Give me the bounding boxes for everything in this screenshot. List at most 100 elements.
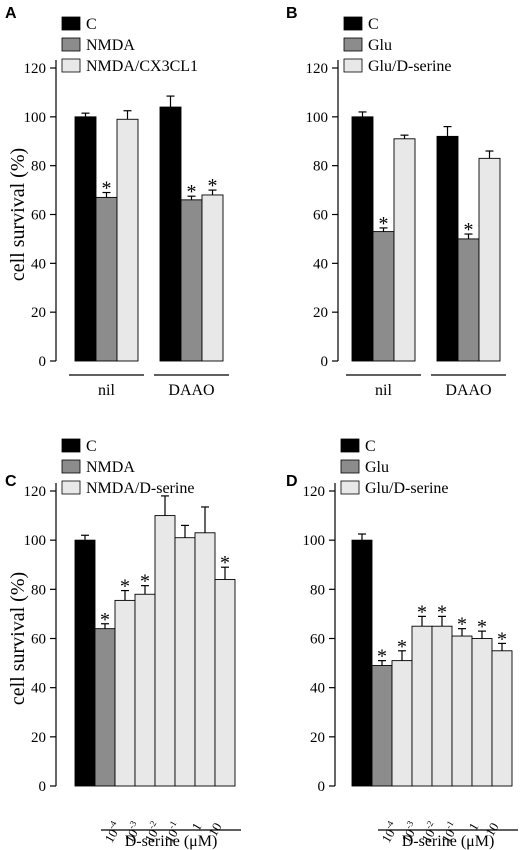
significance-star: * [208,175,218,197]
dose-base: 10 [482,820,501,839]
bar [201,194,224,362]
bar [371,665,393,787]
dose-tick-label: 10 [205,820,224,839]
bar [372,231,395,362]
bar [94,628,116,787]
dose-tick-label: 1 [188,820,204,833]
x-axis-title: D-serine (μM) [125,833,218,850]
legend-swatch [61,37,81,52]
legend-label: Glu [368,37,392,54]
legend-swatch [340,438,360,453]
significance-star: * [120,576,130,598]
dose-base: 10 [378,826,397,845]
legend-label: C [368,16,379,33]
x-axis-title-prefix: D-serine [402,833,457,850]
panel-d: D 0 20 40 60 80 100 120 C Glu Glu/D-serine * * * * * * * 1… [286,438,518,850]
dose-exponent: -2 [146,819,158,830]
panel-a: A 0 20 40 60 80 100 120 cell survival (%) C NMDA NM… [5,5,229,399]
bar [411,625,433,787]
dose-base: 10 [438,826,457,845]
bar [471,638,493,787]
y-tick-label: 0 [318,779,326,795]
group-label: DAAO [445,382,491,399]
dose-exponent: -1 [166,819,178,830]
dose-tick-label: 1 [465,820,481,833]
x-axis-title-unit: (μM) [461,833,494,850]
legend-label: NMDA [86,37,135,54]
panel-b: B 0 20 40 60 80 100 120 C Glu Glu/D-serine * nil * DAA… [286,5,506,399]
y-tick-label: 80 [31,159,46,175]
legend-swatch [343,58,363,73]
dose-tick-label: 10-1 [437,819,462,845]
legend-swatch [343,37,363,52]
significance-star: * [220,552,230,574]
x-axis-title-prefix: D-serine [125,833,180,850]
y-tick-label: 80 [310,582,325,598]
significance-star: * [464,219,474,241]
dose-base: 1 [465,820,481,833]
bar [180,199,203,362]
y-tick-label: 120 [24,61,47,77]
dose-base: 10 [161,826,180,845]
y-tick-label: 100 [303,533,326,549]
y-tick-label: 20 [31,305,46,321]
significance-star: * [457,614,467,636]
y-tick-label: 0 [39,779,47,795]
dose-exponent: -3 [403,819,416,831]
y-tick-label: 100 [306,110,329,126]
dose-exponent: -2 [423,819,435,830]
legend-label: C [86,16,97,33]
legend-label: NMDA/D-serine [86,480,194,497]
dose-base: 1 [188,820,204,833]
y-tick-label: 20 [31,730,46,746]
significance-star: * [497,628,507,650]
y-tick-label: 40 [31,681,46,697]
x-axis-title-unit: (μM) [184,833,217,850]
bar [491,650,513,787]
y-tick-label: 80 [31,582,46,598]
dose-base: 10 [141,826,160,845]
y-axis-title: cell survival (%) [7,148,29,281]
dose-exponent: -4 [383,819,396,831]
bar [154,515,176,787]
bar [114,599,136,787]
legend-swatch [340,459,360,474]
y-tick-label: 40 [313,256,328,272]
y-tick-label: 20 [310,730,325,746]
dose-exponent: -1 [443,819,455,830]
dose-tick-label: 10-1 [160,819,185,845]
legend-swatch [343,16,363,31]
legend-label: C [365,438,376,455]
bar [351,539,373,787]
dose-base: 10 [205,820,224,839]
dose-base: 10 [121,826,140,845]
dose-tick-label: 10-3 [397,819,422,846]
panel-letter: A [5,5,17,22]
dose-tick-label: 10-3 [120,819,145,846]
significance-star: * [140,571,150,593]
panel-letter: B [286,5,298,22]
significance-star: * [100,609,110,631]
bar [134,593,156,787]
y-tick-label: 60 [31,208,46,224]
y-tick-label: 120 [303,484,326,500]
bar [74,116,97,362]
dose-exponent: -3 [126,819,139,831]
y-tick-label: 80 [313,159,328,175]
significance-star: * [379,213,389,235]
y-tick-label: 40 [31,256,46,272]
bar [159,106,182,362]
legend-swatch [61,58,81,73]
legend-swatch [61,480,81,495]
bar [457,238,480,362]
bar [116,118,139,362]
bar [478,157,501,362]
panel-letter: C [5,473,17,490]
y-tick-label: 120 [306,61,329,77]
legend-label: Glu/D-serine [368,58,452,75]
legend-label: C [86,438,97,455]
significance-star: * [397,636,407,658]
x-axis-title: D-serine (μM) [402,833,495,850]
bar [74,539,96,787]
y-axis-title: cell survival (%) [7,572,29,705]
